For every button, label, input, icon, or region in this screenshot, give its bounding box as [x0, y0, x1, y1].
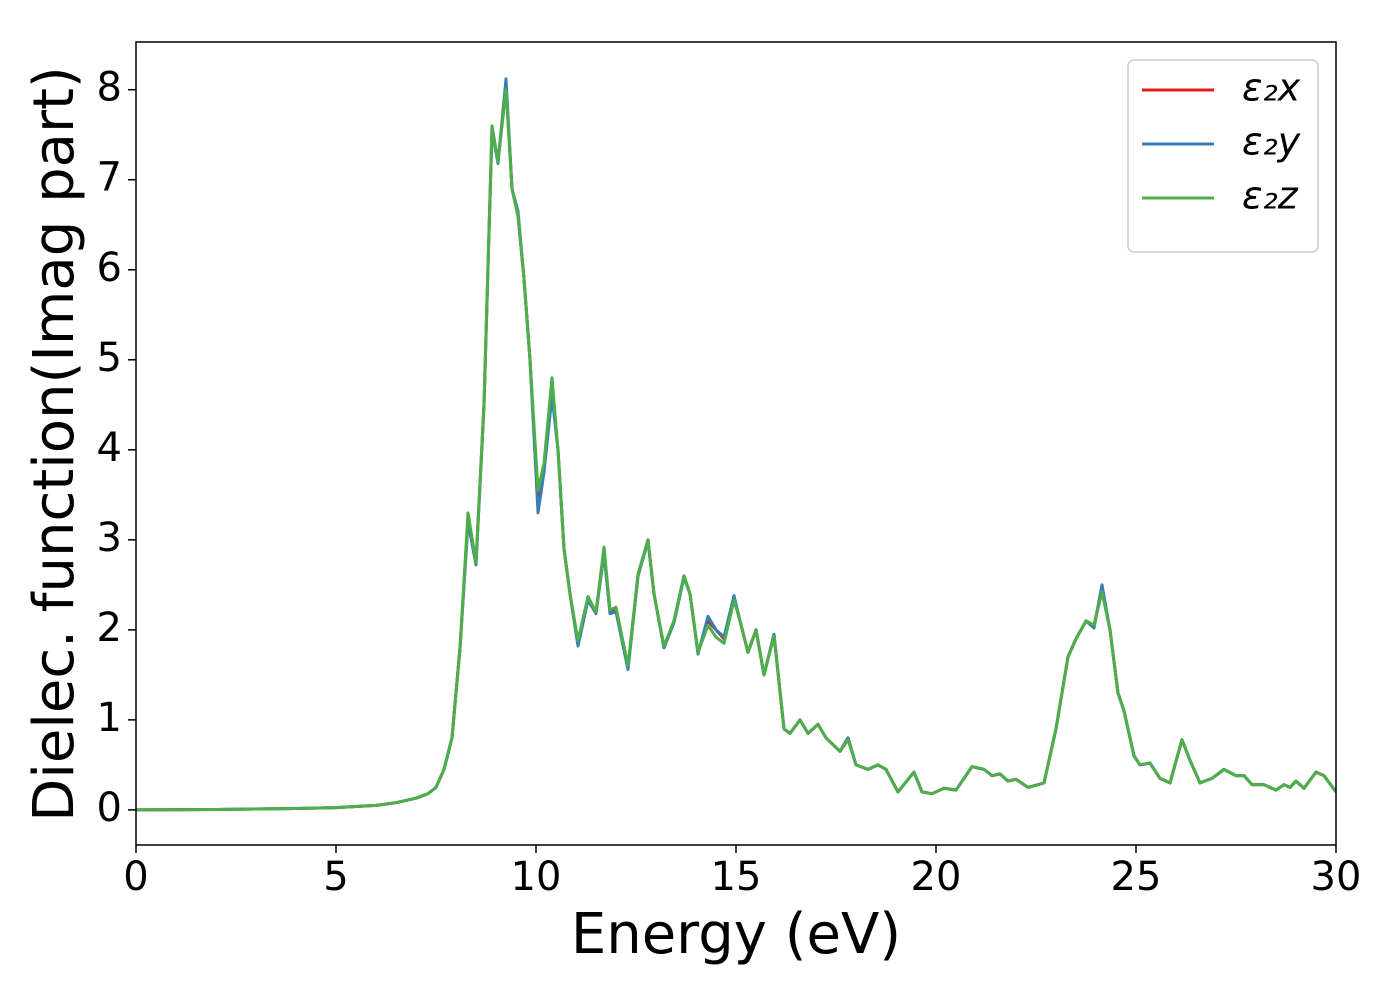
y-axis-label: Dielec. function(Imag part)	[22, 66, 87, 822]
legend-label: ε₂z	[1242, 174, 1299, 218]
legend-label: ε₂y	[1242, 120, 1301, 164]
y-tick-label: 0	[97, 785, 122, 831]
x-tick-label: 15	[711, 854, 762, 900]
x-tick-label: 20	[911, 854, 962, 900]
legend-box	[1127, 59, 1319, 253]
y-tick-label: 3	[97, 515, 122, 561]
line-series	[136, 88, 1336, 812]
line	[136, 88, 1336, 812]
plot-frame	[135, 41, 1337, 846]
y-tick-label: 8	[97, 65, 122, 111]
y-tick-label: 5	[97, 335, 122, 381]
x-tick-label: 0	[123, 854, 148, 900]
x-axis-label: Energy (eV)	[571, 902, 901, 967]
x-tick-label: 5	[323, 854, 348, 900]
x-tick-label: 30	[1311, 854, 1362, 900]
x-tick-label: 10	[511, 854, 562, 900]
y-tick-label: 4	[97, 425, 122, 471]
legend-label: ε₂x	[1242, 66, 1301, 110]
y-tick-label: 1	[97, 695, 122, 741]
y-tick-label: 2	[97, 605, 122, 651]
y-tick-label: 7	[97, 155, 122, 201]
y-tick-label: 6	[97, 245, 122, 291]
x-tick-label: 25	[1111, 854, 1162, 900]
